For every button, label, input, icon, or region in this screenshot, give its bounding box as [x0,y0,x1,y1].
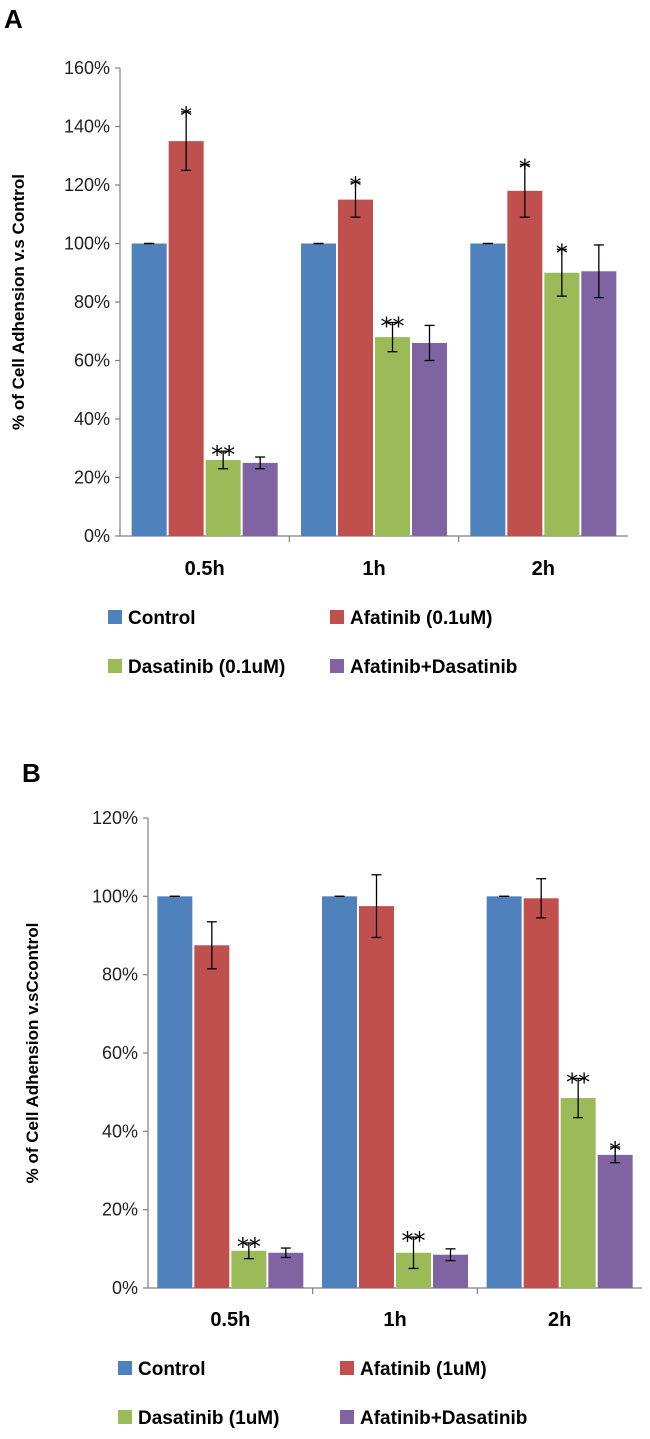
chart-a-bar-s2-c1 [375,337,410,536]
chart-b-y-tick-label: 40% [102,1121,138,1141]
chart-a-bar-s0-c1 [301,243,336,536]
chart-b-y-tick-label: 60% [102,1043,138,1063]
chart-b: 0% 20% 40% 60% 80% 100% 120% % of Cell Adhensio… [23,808,642,1429]
chart-a-legend-label-0: Control [128,608,196,629]
chart-a-y-axis-label: % of Cell Adhension v.s Control [9,174,28,430]
panel-a-letter: A [4,4,23,34]
chart-b-legend-swatch-3 [340,1410,354,1424]
chart-a-bar-s3-c1 [412,342,447,536]
chart-a-bar-s1-c0 [168,141,204,536]
chart-b-bar-s1-c2 [523,898,559,1288]
chart-a-significance-s2-c2: * [556,239,568,267]
chart-a-legend-swatch-0 [108,610,122,624]
chart-b-bar-s3-c2 [597,1154,633,1288]
chart-a-legend-label-1: Afatinib (0.1uM) [350,608,493,629]
chart-a-legend-label-2: Dasatinib (0.1uM) [128,657,285,678]
chart-a-bar-s0-c2 [470,243,506,536]
chart-a-y-tick-label: 40% [74,409,110,429]
chart-b-y-tick-label: 100% [92,886,138,906]
chart-a-significance-s1-c2: * [519,155,531,183]
chart-a-bar-s3-c0 [242,462,278,536]
chart-b-legend-swatch-0 [118,1361,132,1375]
chart-a-y-tick-label: 100% [64,234,110,254]
chart-b-bar-s0-c0 [157,896,193,1288]
panel-b-letter: B [22,758,41,788]
chart-a-bar-s1-c1 [338,199,373,536]
chart-b-category-label: 2h [548,1309,571,1331]
chart-b-legend-swatch-2 [118,1410,132,1424]
chart-a-bar-s3-c2 [581,271,617,536]
chart-b-significance-s2-c1: ** [402,1227,426,1255]
chart-b-y-tick-label: 20% [102,1200,138,1220]
chart-a-legend-label-3: Afatinib+Dasatinib [350,657,517,678]
chart-a-significance-s2-c0: ** [211,441,235,469]
chart-b-legend-label-0: Control [138,1359,206,1380]
chart-a-y-tick-label: 160% [64,58,110,78]
chart-b-bar-s0-c1 [322,896,357,1288]
chart-a-significance-s1-c0: * [180,102,192,130]
chart-a-legend-swatch-1 [330,610,344,624]
chart-a-y-tick-label: 120% [64,175,110,195]
chart-b-y-axis-label: % of Cell Adhension v.sCcontrol [23,923,42,1184]
chart-a-category-label: 2h [532,558,555,580]
chart-a-bar-s0-c0 [131,243,167,536]
chart-a-legend-swatch-3 [330,659,344,673]
chart-b-bar-s1-c0 [194,945,230,1288]
chart-b-significance-s3-c2: * [609,1137,621,1165]
chart-a-significance-s1-c1: * [350,172,362,200]
chart-a-y-tick-label: 60% [74,351,110,371]
chart-b-bar-s3-c0 [268,1252,304,1288]
chart-a-legend-swatch-2 [108,659,122,673]
chart-b-category-label: 0.5h [210,1309,250,1331]
chart-b-bar-s2-c2 [560,1098,596,1288]
chart-b-category-label: 1h [383,1309,406,1331]
chart-a-bar-s2-c2 [544,272,580,536]
chart-a-category-label: 0.5h [185,558,225,580]
chart-b-legend-label-3: Afatinib+Dasatinib [360,1408,527,1429]
chart-b-y-tick-label: 0% [112,1278,138,1298]
chart-b-bar-s0-c2 [486,896,522,1288]
chart-b-significance-s2-c2: ** [566,1068,590,1096]
chart-a-bar-s1-c2 [507,190,543,536]
chart-b-significance-s2-c0: ** [237,1233,261,1261]
chart-b-bar-s1-c1 [359,906,394,1288]
chart-b-y-tick-label: 120% [92,808,138,828]
chart-b-legend-label-2: Dasatinib (1uM) [138,1408,279,1429]
chart-a-bar-s2-c0 [205,459,241,536]
chart-a-category-label: 1h [362,558,385,580]
chart-b-legend-swatch-1 [340,1361,354,1375]
chart-a-y-tick-label: 20% [74,468,110,488]
chart-a-y-tick-label: 140% [64,117,110,137]
chart-a: 0% 20% 40% 60% 80% 100% 120% 140% 160% % of Cell … [9,58,628,678]
chart-b-legend-label-1: Afatinib (1uM) [360,1359,487,1380]
chart-a-significance-s2-c1: ** [381,312,405,340]
chart-b-y-tick-label: 80% [102,965,138,985]
chart-a-y-tick-label: 0% [84,526,110,546]
chart-a-y-tick-label: 80% [74,292,110,312]
